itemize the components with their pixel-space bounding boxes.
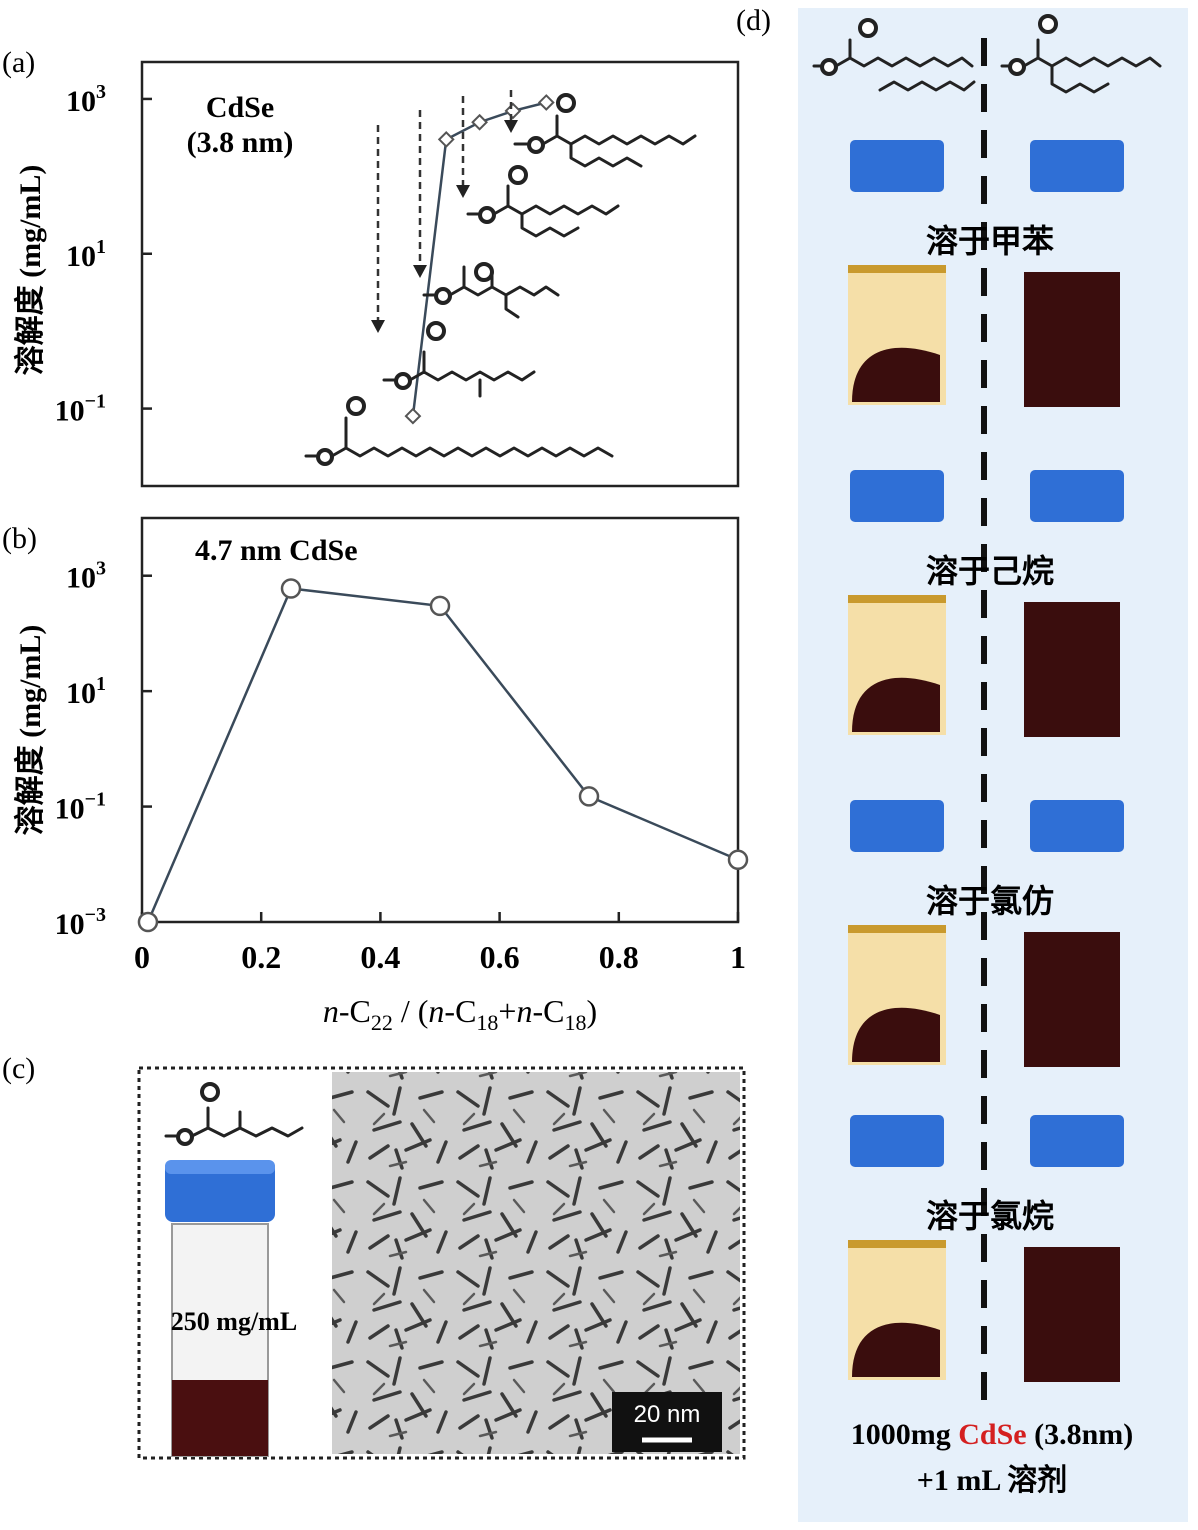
panel-a-point-3 bbox=[504, 102, 522, 120]
panel-b-point-2 bbox=[429, 595, 451, 617]
vial-liquid-right-3 bbox=[1024, 1247, 1120, 1382]
vial-cap-right-2 bbox=[1030, 800, 1124, 852]
panel-b-frame bbox=[140, 516, 740, 924]
panel-label-d: (d) bbox=[736, 4, 771, 37]
panel-b-xtick-label-1: 0.2 bbox=[241, 939, 281, 975]
panel-a-series-line bbox=[411, 101, 547, 417]
panel-d-caption-line2: +1 mL 溶剂 bbox=[917, 1463, 1067, 1497]
panel-b-ytick-label-0: 103 bbox=[66, 558, 106, 595]
vial-meniscus-left-3 bbox=[848, 1240, 946, 1248]
panel-a-title: CdSe bbox=[206, 91, 274, 124]
vial-cap-left-1 bbox=[850, 470, 944, 522]
panel-b-point-4 bbox=[727, 849, 749, 870]
panel-a-ytick-label-0: 103 bbox=[66, 81, 106, 118]
panel-label-c: (c) bbox=[2, 1052, 35, 1085]
panel-a-ytick-label-1: 101 bbox=[66, 236, 106, 273]
panel-a-subtitle: (3.8 nm) bbox=[187, 126, 294, 159]
ligand-branched-long-2 bbox=[466, 165, 620, 238]
vial-cap-left-0 bbox=[850, 140, 944, 192]
panel-a-frame bbox=[140, 60, 740, 488]
vial-cap-right-1 bbox=[1030, 470, 1124, 522]
ligand-linear bbox=[304, 396, 614, 466]
panel-b-ytick-label-2: 10−1 bbox=[55, 789, 106, 826]
panel-label-b: (b) bbox=[2, 522, 37, 555]
ligand-branched-medium bbox=[422, 262, 560, 319]
vial-row-0: 溶于甲苯 bbox=[848, 140, 1124, 407]
panel-a-point-1 bbox=[437, 130, 455, 148]
panel-b-xtick-label-3: 0.6 bbox=[480, 939, 520, 975]
panel-c-ligand bbox=[164, 1082, 304, 1146]
ligand-branched-long-1 bbox=[513, 93, 697, 168]
panel-a-ytick-label-2: 10−1 bbox=[55, 391, 106, 428]
panel-a-chart: 溶解度 (mg/mL) 103 101 10−1 CdSe (3.8 nm) bbox=[13, 60, 740, 488]
solvent-label-3: 溶于氯烷 bbox=[926, 1198, 1054, 1234]
vial-meniscus-left-0 bbox=[848, 265, 946, 273]
vial-cap-right-0 bbox=[1030, 140, 1124, 192]
vial-liquid bbox=[172, 1380, 268, 1456]
panel-d-caption-line1: 1000mg CdSe (3.8nm) bbox=[851, 1418, 1134, 1451]
vial-meniscus-left-1 bbox=[848, 595, 946, 603]
vial-cap-left-3 bbox=[850, 1115, 944, 1167]
panel-a-point-2 bbox=[471, 113, 489, 131]
panel-b-xtick-label-0: 0 bbox=[134, 939, 150, 975]
vial-sediment-left-1 bbox=[852, 677, 940, 732]
vial-sediment-left-2 bbox=[852, 1007, 940, 1062]
panel-b-point-3 bbox=[578, 786, 600, 807]
panel-c: 250 mg/mL 20 nm bbox=[137, 1066, 746, 1460]
panel-b-series-line bbox=[146, 587, 739, 923]
solvent-label-1: 溶于己烷 bbox=[926, 553, 1054, 589]
panel-b-xtick-label-4: 0.8 bbox=[599, 939, 639, 975]
scale-bar-label: 20 nm bbox=[634, 1401, 701, 1428]
panel-b-ylabel: 溶解度 (mg/mL) bbox=[13, 625, 47, 836]
vial-cap bbox=[165, 1160, 275, 1222]
vial-row-1: 溶于己烷 bbox=[848, 470, 1124, 737]
panel-b-point-1 bbox=[280, 578, 302, 599]
panel-b-ytick-label-1: 101 bbox=[66, 673, 106, 710]
vial-row-3: 溶于氯烷 bbox=[848, 1115, 1124, 1382]
panel-a-arrowheads bbox=[371, 120, 518, 333]
panel-a-point-0 bbox=[404, 407, 422, 425]
vial-cap-left-2 bbox=[850, 800, 944, 852]
vial-row-2: 溶于氯仿 bbox=[848, 800, 1124, 1067]
panel-b-ytick-label-3: 10−3 bbox=[55, 904, 106, 941]
panel-b-point-0 bbox=[137, 911, 159, 933]
concentration-label: 250 mg/mL bbox=[171, 1307, 297, 1336]
vial-liquid-right-2 bbox=[1024, 932, 1120, 1067]
vial-cap-right-3 bbox=[1030, 1115, 1124, 1167]
panel-b-title: 4.7 nm CdSe bbox=[195, 534, 358, 567]
ligand-branched-short bbox=[382, 321, 536, 398]
panel-a-ylabel: 溶解度 (mg/mL) bbox=[13, 165, 47, 376]
vial-meniscus-left-2 bbox=[848, 925, 946, 933]
panel-c-vial bbox=[165, 1160, 275, 1457]
panel-a-arrows bbox=[376, 90, 513, 320]
solvent-label-0: 溶于甲苯 bbox=[926, 223, 1054, 259]
panel-label-a: (a) bbox=[2, 46, 35, 79]
vial-sediment-left-0 bbox=[852, 347, 940, 402]
solvent-label-2: 溶于氯仿 bbox=[926, 883, 1054, 919]
panel-a-point-4 bbox=[537, 94, 555, 111]
vial-liquid-right-1 bbox=[1024, 602, 1120, 737]
panel-b-xtick-label-2: 0.4 bbox=[360, 939, 400, 975]
panel-d-ligand-right bbox=[1000, 14, 1162, 94]
panel-b-xtick-label-5: 1 bbox=[730, 939, 746, 975]
panel-d-ligand-left bbox=[812, 18, 976, 92]
panel-b-chart: 溶解度 (mg/mL) 103 101 10−1 10−3 0 0.2 0.4 0.6 0.8 1… bbox=[13, 516, 749, 1035]
panel-b-xlabel: n-C22 / (n-C18+n-C18) bbox=[323, 993, 597, 1035]
vial-sediment-left-3 bbox=[852, 1322, 940, 1377]
tem-image bbox=[332, 1072, 740, 1454]
vial-liquid-right-0 bbox=[1024, 272, 1120, 407]
